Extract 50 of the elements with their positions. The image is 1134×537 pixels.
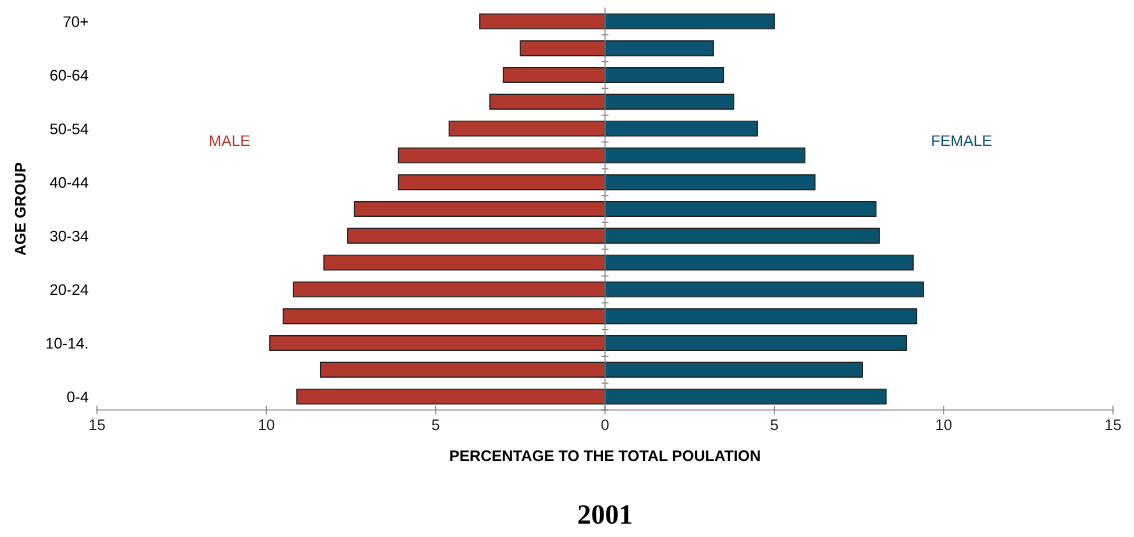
bar xyxy=(323,254,606,271)
bar xyxy=(604,120,758,137)
y-tick-label: 30-34 xyxy=(50,230,89,242)
y-tick-label: 10-14. xyxy=(46,337,88,349)
bar xyxy=(604,281,924,298)
x-tick-label: 10 xyxy=(259,419,275,431)
y-tick-label: 70+ xyxy=(63,16,88,28)
bar xyxy=(604,40,714,57)
bar xyxy=(282,308,606,325)
bar xyxy=(347,227,606,244)
y-axis-title: AGE GROUP xyxy=(14,162,26,256)
bar xyxy=(269,335,606,351)
text: 2001 xyxy=(578,505,632,524)
bar xyxy=(292,281,606,298)
y-tick-label: 0-4 xyxy=(67,391,89,403)
bar xyxy=(604,388,887,405)
bar xyxy=(604,174,816,191)
bar xyxy=(604,67,725,83)
bar xyxy=(604,93,735,110)
bar xyxy=(397,147,606,164)
text: MALE xyxy=(209,135,250,146)
bar xyxy=(519,40,606,57)
bar xyxy=(604,254,914,271)
bar xyxy=(604,308,918,325)
bar xyxy=(604,227,880,244)
y-tick-label: 50-54 xyxy=(50,123,89,135)
y-tick-label: 60-64 xyxy=(50,69,89,81)
bar xyxy=(296,388,606,405)
bar xyxy=(319,361,606,378)
bar xyxy=(448,120,606,137)
bar xyxy=(397,174,606,191)
bar xyxy=(604,335,907,351)
x-tick-label: 15 xyxy=(89,419,105,431)
bar xyxy=(353,201,606,217)
x-tick-label: 0 xyxy=(601,419,609,431)
bar xyxy=(479,13,606,30)
x-tick-label: 5 xyxy=(432,419,440,431)
bar xyxy=(489,93,606,110)
bar xyxy=(604,201,877,217)
bar xyxy=(604,147,806,164)
x-tick-label: 15 xyxy=(1105,419,1121,431)
bar xyxy=(604,361,863,378)
text: FEMALE xyxy=(932,135,992,146)
y-tick-label: 40-44 xyxy=(49,177,89,188)
bar xyxy=(604,13,775,30)
x-tick-label: 5 xyxy=(770,419,778,431)
x-axis-title: PERCENTAGE TO THE TOTAL POULATION xyxy=(450,450,760,462)
bar xyxy=(502,67,606,83)
y-tick-label: 20-24 xyxy=(50,284,89,296)
x-tick-label: 10 xyxy=(936,419,952,431)
